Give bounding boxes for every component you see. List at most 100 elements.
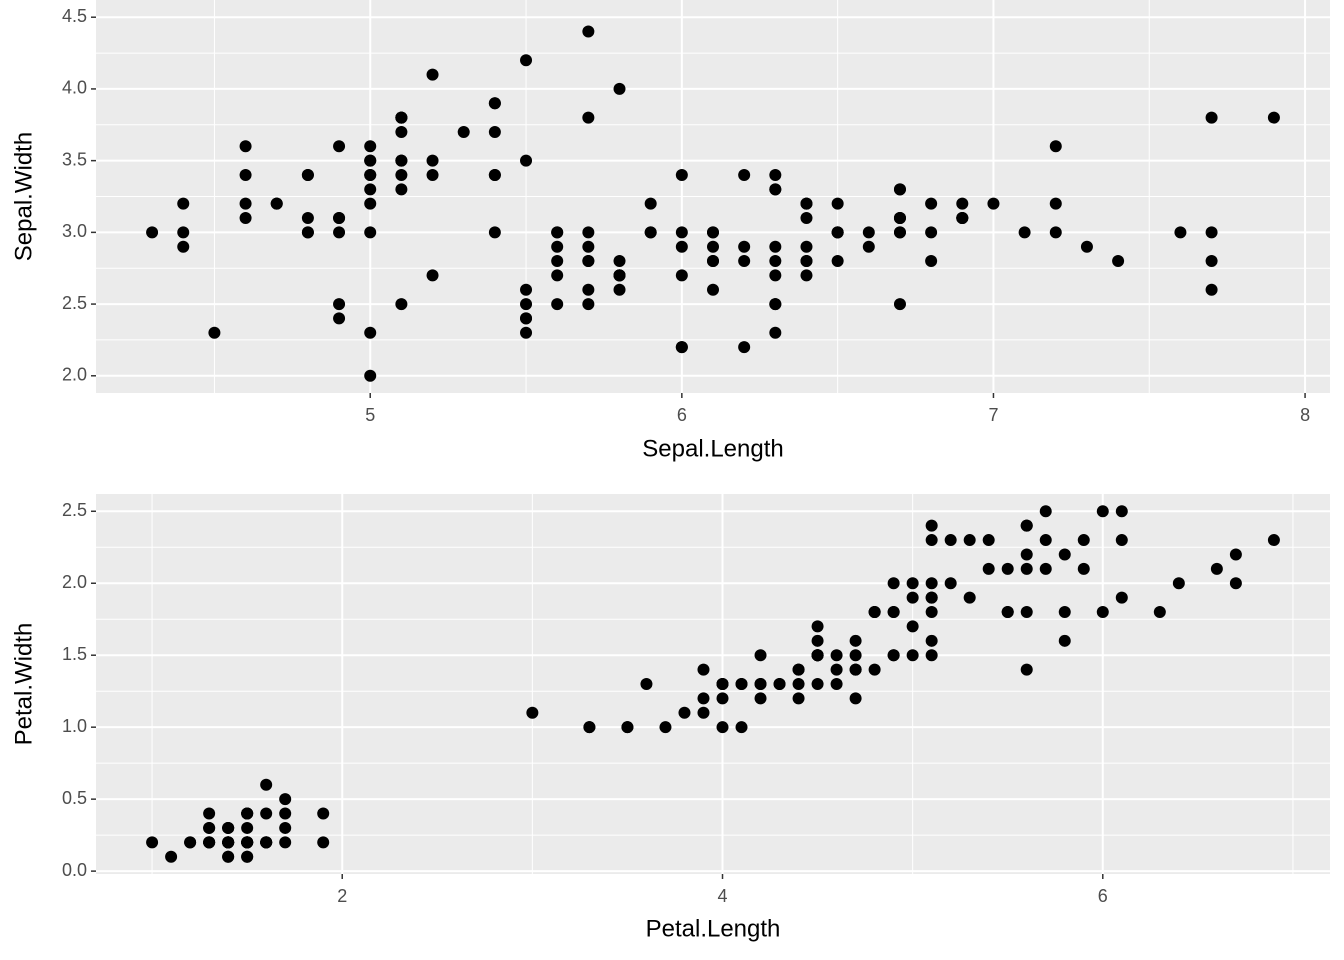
point — [738, 341, 751, 354]
point — [582, 226, 595, 239]
point — [613, 255, 626, 268]
y-tick-label: 2.5 — [62, 500, 87, 520]
point — [270, 197, 283, 210]
point — [333, 212, 346, 225]
point — [526, 706, 539, 719]
point — [333, 226, 346, 239]
point — [1096, 606, 1109, 619]
point — [520, 326, 533, 339]
point — [831, 197, 844, 210]
point — [364, 226, 377, 239]
y-tick-label: 1.5 — [62, 644, 87, 664]
point — [707, 226, 719, 239]
point — [811, 678, 824, 690]
point — [1020, 663, 1033, 676]
point — [301, 168, 314, 181]
x-tick-label: 2 — [337, 886, 347, 906]
point — [1172, 577, 1185, 590]
point — [849, 649, 862, 662]
point — [811, 620, 824, 633]
point — [551, 255, 564, 268]
point — [987, 197, 1000, 210]
point — [925, 519, 938, 532]
y-tick-label: 0.5 — [62, 788, 87, 808]
point — [395, 168, 408, 181]
point — [925, 649, 938, 662]
point — [582, 111, 595, 124]
point — [1112, 255, 1125, 268]
point — [184, 836, 197, 849]
point — [906, 649, 919, 662]
point — [675, 168, 688, 181]
point — [241, 821, 254, 834]
point — [520, 154, 533, 167]
point — [177, 240, 190, 253]
point — [1049, 140, 1062, 153]
point — [520, 312, 533, 325]
point — [333, 140, 346, 153]
point — [925, 577, 938, 590]
point — [644, 197, 657, 210]
point — [925, 634, 938, 647]
point — [239, 197, 252, 210]
point — [222, 821, 235, 834]
point — [239, 212, 252, 225]
point — [203, 821, 216, 834]
point — [800, 197, 813, 210]
point — [583, 721, 596, 734]
point — [944, 577, 957, 590]
point — [1020, 562, 1033, 575]
point — [893, 226, 906, 239]
point — [675, 240, 688, 253]
point — [1174, 226, 1187, 239]
point — [582, 25, 595, 38]
point — [333, 312, 346, 325]
point — [800, 212, 813, 225]
point — [551, 226, 564, 239]
point — [488, 226, 501, 239]
point — [944, 534, 957, 547]
point — [830, 663, 843, 676]
point — [239, 168, 252, 181]
point — [364, 326, 377, 339]
point — [678, 706, 691, 719]
point — [887, 606, 900, 619]
point — [925, 226, 938, 239]
point — [769, 298, 782, 311]
point — [862, 240, 875, 253]
point — [1018, 226, 1031, 239]
point — [520, 298, 533, 311]
point — [1267, 111, 1280, 124]
point — [963, 534, 976, 547]
point — [1229, 577, 1242, 590]
point — [906, 577, 919, 590]
point — [613, 82, 626, 95]
point — [1020, 548, 1033, 561]
x-tick-label: 8 — [1300, 405, 1310, 425]
point — [811, 649, 824, 662]
point — [675, 226, 688, 239]
point — [707, 255, 719, 268]
point — [925, 591, 938, 604]
point — [279, 821, 292, 834]
point — [1115, 591, 1128, 604]
point — [582, 283, 595, 296]
point — [364, 140, 377, 153]
point — [1153, 606, 1166, 619]
point — [520, 283, 533, 296]
point — [1049, 197, 1062, 210]
point — [146, 836, 159, 849]
point — [887, 649, 900, 662]
point — [738, 255, 751, 268]
point — [488, 97, 501, 110]
point — [738, 168, 751, 181]
point — [395, 154, 408, 167]
point — [1039, 534, 1052, 547]
point — [241, 836, 254, 849]
point — [1058, 548, 1071, 561]
point — [868, 606, 881, 619]
point — [956, 212, 969, 225]
point — [621, 721, 634, 734]
point — [893, 183, 906, 196]
point — [488, 168, 501, 181]
